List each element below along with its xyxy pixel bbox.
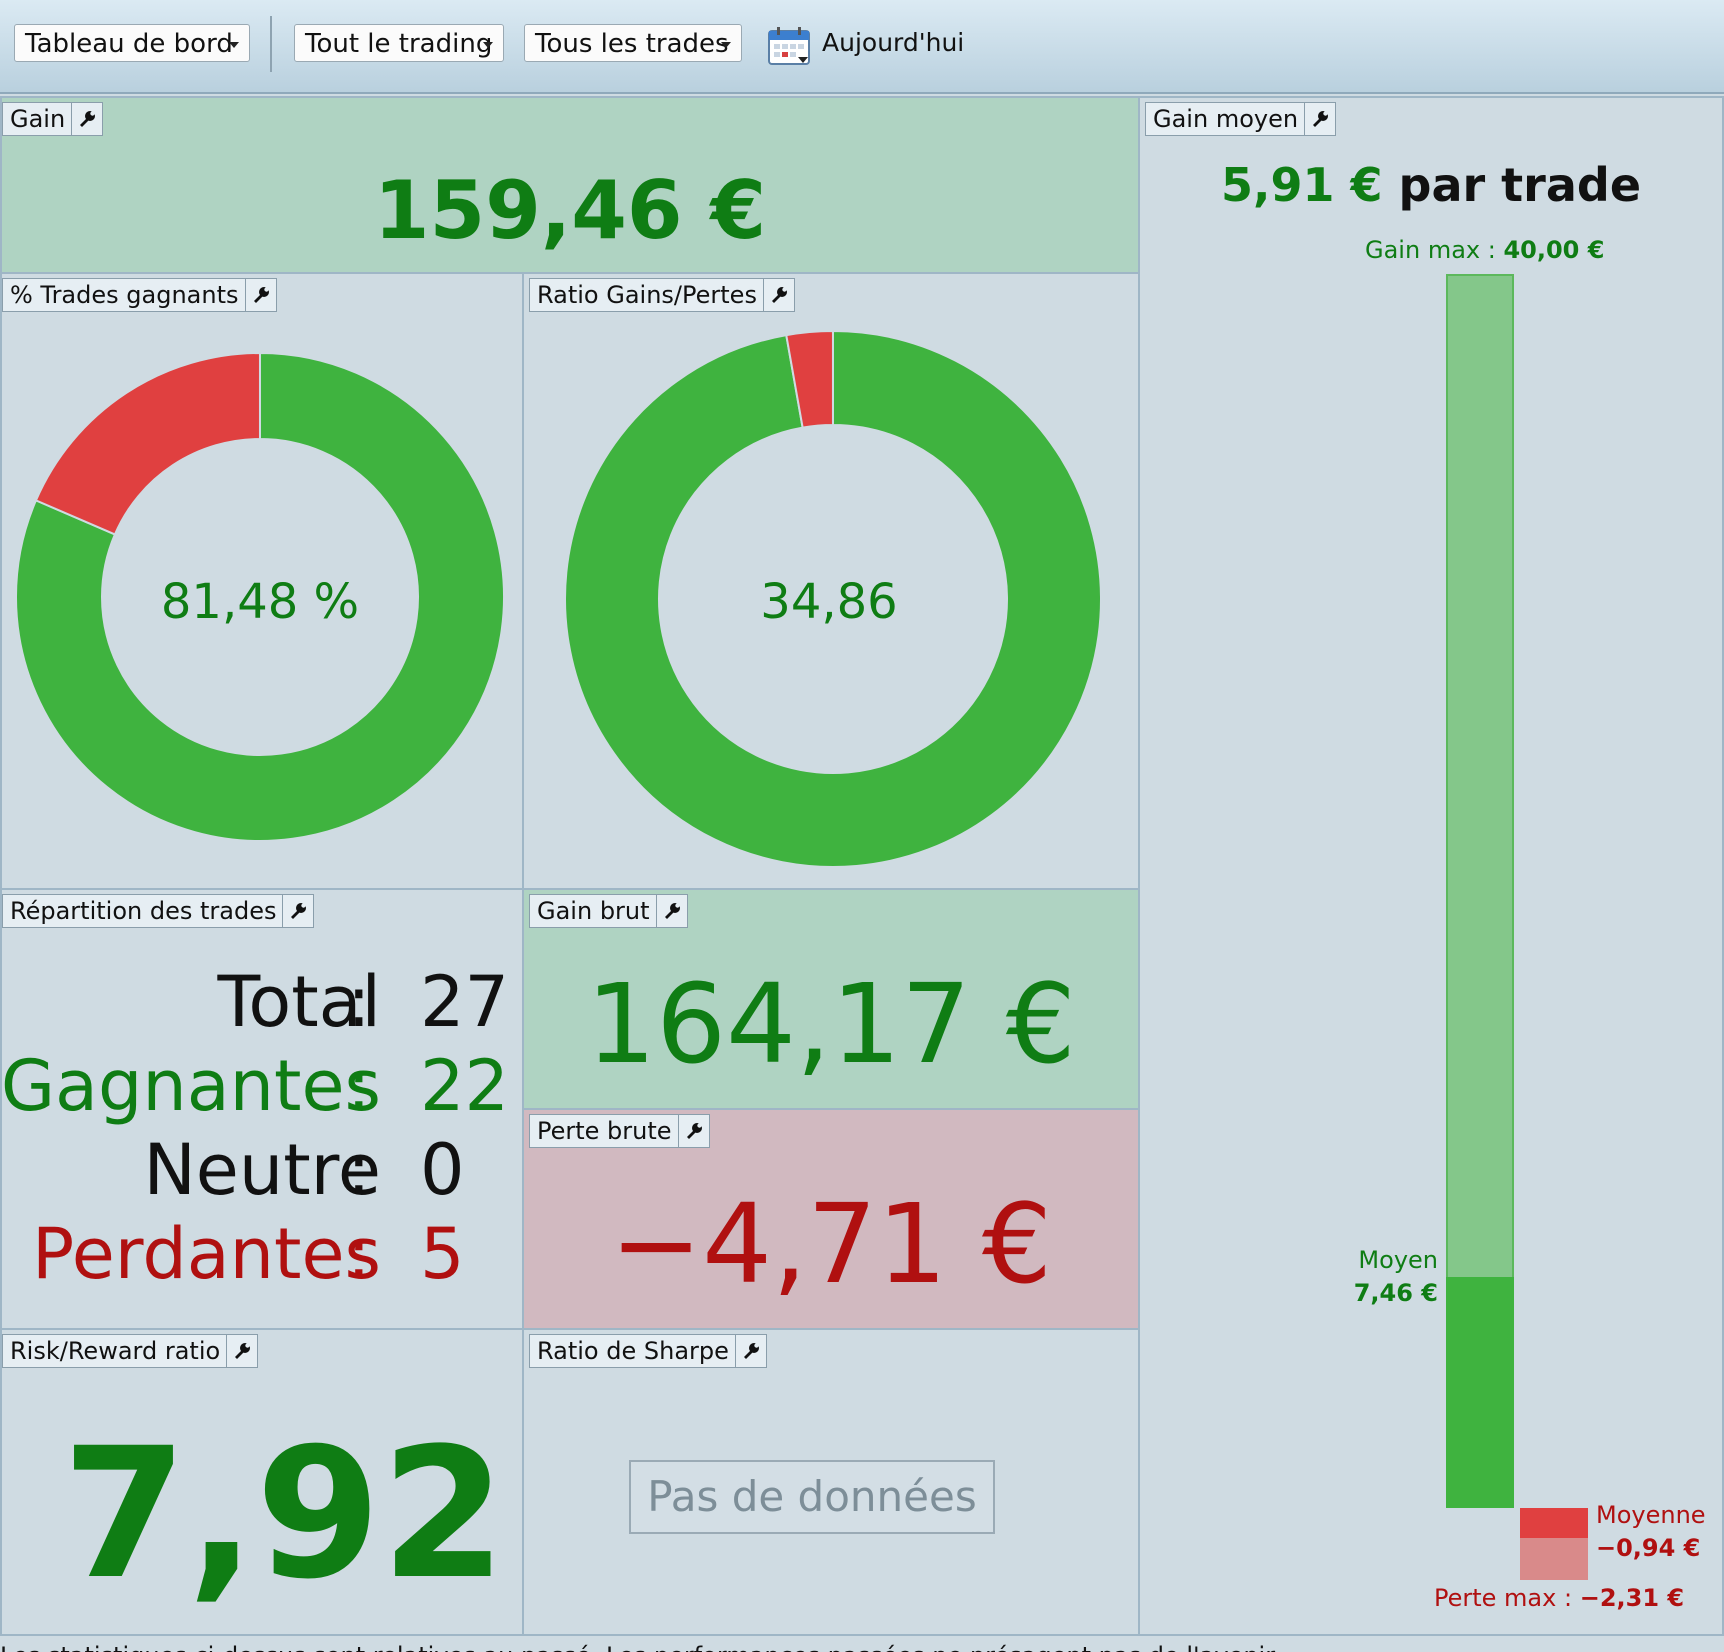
avg-gain-headline: 5,91 € par trade [1140, 158, 1722, 212]
distribution-value: 27 [420, 961, 510, 1043]
gain-panel: Gain 159,46 € [0, 96, 1140, 274]
panel-title: % Trades gagnants [2, 278, 277, 312]
distribution-row-losing: Perdantes : 5 [2, 1213, 522, 1295]
sharpe-panel: Ratio de Sharpe Pas de données [522, 1328, 1140, 1636]
gain-value: 159,46 € [373, 164, 767, 257]
wrench-icon[interactable] [655, 895, 687, 927]
win-rate-donut [15, 351, 505, 842]
avg-gain-title: Gain moyen [1153, 105, 1299, 133]
dashboard-dropdown-label: Tableau de bord [25, 29, 233, 59]
max-gain-label: Gain max : [1365, 236, 1496, 264]
distribution-label: Perdantes [31, 1213, 381, 1295]
gross-gain-value: 164,17 € [586, 960, 1076, 1088]
avg-loss-value: −0,94 € [1596, 1534, 1701, 1562]
dashboard-dropdown[interactable]: Tableau de bord [14, 24, 250, 62]
wrench-icon[interactable] [734, 1335, 766, 1367]
max-loss-label: Perte max : [1434, 1584, 1573, 1612]
calendar-icon[interactable] [768, 26, 812, 66]
risk-reward-title: Risk/Reward ratio [10, 1337, 221, 1365]
panel-title: Ratio Gains/Pertes [529, 278, 795, 312]
win-rate-panel: % Trades gagnants 81,48 % [0, 272, 524, 890]
chevron-down-icon [229, 42, 239, 48]
trading-dropdown-label: Tout le trading [305, 29, 493, 59]
panel-title: Perte brute [529, 1114, 710, 1148]
panel-title: Gain [2, 102, 104, 136]
distribution-row-winning: Gagnantes : 22 [0, 1045, 522, 1127]
wrench-icon[interactable] [282, 895, 313, 927]
toolbar: Tableau de bord Tout le trading Tous les… [0, 0, 1724, 94]
distribution-value: 5 [420, 1213, 465, 1295]
toolbar-separator [270, 16, 272, 72]
max-loss-value: −2,31 € [1579, 1584, 1685, 1612]
avg-gain-suffix: par trade [1398, 158, 1642, 212]
distribution-row-total: Total : 27 [2, 961, 522, 1043]
panel-title: Ratio de Sharpe [529, 1334, 767, 1368]
max-gain-value: 40,00 € [1503, 236, 1605, 264]
trades-dropdown-label: Tous les trades [535, 29, 729, 59]
disclaimer-text: Les statistiques ci-dessus sont relative… [0, 1634, 1724, 1652]
gross-loss-title: Perte brute [537, 1117, 672, 1145]
win-rate-value: 81,48 % [160, 574, 360, 630]
avg-win-label: Moyen [1358, 1246, 1438, 1274]
distribution-panel: Répartition des trades Total : 27 Gagnan… [0, 888, 524, 1330]
wrench-icon[interactable] [71, 103, 102, 135]
win-loss-ratio-donut [564, 329, 1102, 868]
avg-loss-label: Moyenne [1596, 1501, 1706, 1529]
wrench-icon[interactable] [677, 1115, 709, 1147]
risk-reward-value: 7,92 [62, 1410, 507, 1619]
panel-title: Gain brut [529, 894, 688, 928]
distribution-label: Gagnantes [0, 1045, 381, 1127]
avg-loss-bar [1520, 1508, 1588, 1538]
win-loss-ratio-value: 34,86 [760, 574, 898, 630]
distribution-row-neutral: Neutre : 0 [2, 1129, 522, 1211]
gain-title: Gain [10, 105, 66, 133]
donut-win-segment [15, 351, 505, 842]
wrench-icon[interactable] [226, 1335, 257, 1367]
panel-title: Répartition des trades [2, 894, 315, 928]
avg-gain-panel: Gain moyen 5,91 € par trade Gain max : 4… [1138, 96, 1724, 1636]
donut-loss-segment [34, 351, 261, 536]
gross-loss-value: −4,71 € [609, 1180, 1053, 1308]
chevron-down-icon [721, 42, 731, 48]
donut-win-segment [564, 329, 1102, 868]
wrench-icon[interactable] [762, 279, 794, 311]
max-loss-bar [1520, 1538, 1588, 1580]
distribution-value: 22 [420, 1045, 510, 1127]
wrench-icon[interactable] [1304, 103, 1335, 135]
win-rate-title: % Trades gagnants [10, 281, 239, 309]
wrench-icon[interactable] [244, 279, 276, 311]
distribution-label: Total [217, 961, 381, 1043]
win-loss-ratio-panel: Ratio Gains/Pertes 34,86 [522, 272, 1140, 890]
panel-title: Risk/Reward ratio [2, 1334, 259, 1368]
max-loss-caption: Perte max : −2,31 € [1434, 1584, 1684, 1612]
trades-dropdown[interactable]: Tous les trades [524, 24, 742, 62]
avg-gain-bar [1446, 1277, 1514, 1508]
trading-dropdown[interactable]: Tout le trading [294, 24, 504, 62]
chevron-down-icon [483, 42, 493, 48]
distribution-colon: : [347, 1129, 371, 1211]
distribution-colon: : [347, 961, 371, 1043]
risk-reward-panel: Risk/Reward ratio 7,92 [0, 1328, 524, 1636]
max-gain-caption: Gain max : 40,00 € [1365, 236, 1604, 264]
distribution-colon: : [347, 1213, 371, 1295]
gross-gain-title: Gain brut [537, 897, 650, 925]
distribution-label: Neutre [143, 1129, 381, 1211]
gross-loss-panel: Perte brute −4,71 € [522, 1108, 1140, 1330]
distribution-title: Répartition des trades [10, 897, 277, 925]
sharpe-title: Ratio de Sharpe [537, 1337, 729, 1365]
avg-gain-value: 5,91 € [1220, 158, 1383, 212]
no-data-placeholder: Pas de données [629, 1460, 995, 1534]
panel-title: Gain moyen [1145, 102, 1337, 136]
avg-win-value: 7,46 € [1353, 1279, 1438, 1307]
distribution-colon: : [347, 1045, 371, 1127]
win-loss-ratio-title: Ratio Gains/Pertes [537, 281, 757, 309]
gross-gain-panel: Gain brut 164,17 € [522, 888, 1140, 1110]
distribution-value: 0 [420, 1129, 465, 1211]
donut-loss-segment [785, 329, 834, 429]
today-button[interactable]: Aujourd'hui [822, 28, 965, 57]
